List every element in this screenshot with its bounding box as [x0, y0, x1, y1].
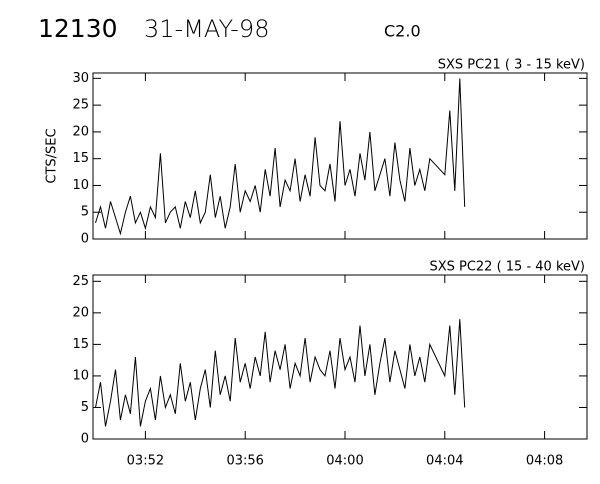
x-tick-label: 03:56 [226, 454, 263, 469]
plot-frame [92, 274, 588, 440]
y-tick-label: 0 [81, 232, 89, 247]
y-tick-label: 10 [72, 368, 89, 383]
y-tick-label: 30 [72, 71, 89, 86]
count-rate-line [95, 319, 466, 427]
panel-title: SXS PC21 ( 3 - 15 keV) [438, 58, 585, 73]
x-tick-label: 03:52 [127, 454, 164, 469]
y-tick-label: 20 [72, 124, 89, 139]
x-tick-label: 04:08 [526, 454, 563, 469]
y-tick-label: 10 [72, 178, 89, 193]
x-tick-label: 04:04 [426, 454, 463, 469]
y-tick-label: 5 [81, 205, 89, 220]
event-id: 12130 [38, 14, 118, 43]
count-rate-line [95, 78, 466, 236]
event-date: 31-MAY-98 [144, 15, 269, 43]
y-tick-label: 25 [72, 274, 89, 289]
flare-class: C2.0 [384, 22, 421, 41]
y-tick-label: 15 [72, 337, 89, 352]
panel-title: SXS PC22 ( 15 - 40 keV) [429, 260, 585, 275]
y-tick-label: 5 [81, 400, 89, 415]
y-tick-label: 25 [72, 98, 89, 113]
y-axis-label: CTS/SEC [45, 128, 60, 183]
y-tick-label: 15 [72, 151, 89, 166]
x-tick-label: 04:00 [326, 454, 363, 469]
y-tick-label: 20 [72, 305, 89, 320]
y-tick-label: 0 [81, 432, 89, 447]
plot-frame [92, 72, 588, 240]
